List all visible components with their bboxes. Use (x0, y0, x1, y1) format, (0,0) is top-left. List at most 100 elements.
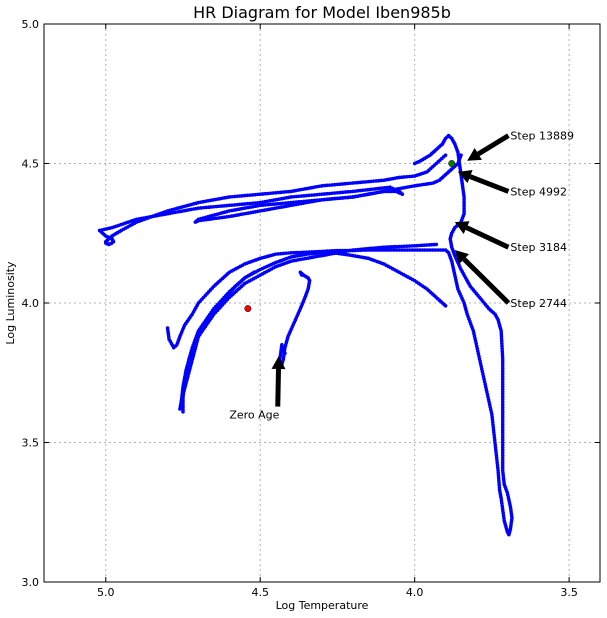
track-point (338, 182, 342, 186)
annotation-arrow-shaft (476, 133, 510, 157)
track-point (500, 400, 505, 404)
track-point (369, 179, 373, 184)
track-point (500, 453, 505, 457)
track-point (353, 247, 358, 252)
track-point (500, 382, 505, 386)
track-point (420, 248, 425, 252)
track-point (500, 377, 505, 381)
track-point (300, 273, 304, 277)
annotation-arrow-shaft (275, 368, 281, 407)
track-point (500, 407, 505, 412)
track-point (407, 174, 412, 179)
track-point (500, 458, 505, 463)
track-point (500, 455, 505, 460)
track-point (320, 250, 324, 255)
track-point (500, 420, 505, 425)
track-point (286, 189, 291, 194)
track-point (381, 248, 386, 252)
track-point (500, 412, 505, 417)
track-point (283, 351, 287, 356)
annotation-label: Step 3184 (510, 241, 567, 254)
track-point (358, 247, 363, 252)
track-point (289, 195, 293, 199)
track-point (268, 191, 273, 196)
track-point (379, 245, 384, 250)
track-point (500, 351, 505, 356)
track-point (384, 245, 389, 249)
y-tick-label: 3.0 (22, 576, 40, 589)
track-point (374, 179, 378, 183)
track-point (500, 405, 505, 409)
track-point (261, 192, 265, 196)
annotation-label: Zero Age (229, 409, 279, 422)
track-point (499, 331, 504, 336)
track-point (379, 248, 384, 252)
track-point (500, 364, 505, 369)
track-point (500, 468, 505, 473)
track-point (500, 379, 505, 384)
track-point (500, 372, 505, 376)
marker-point (448, 160, 456, 167)
track-point (392, 248, 396, 252)
track-point (500, 445, 505, 450)
track-point (315, 192, 319, 197)
track-point (500, 410, 505, 414)
track-point (500, 397, 505, 402)
markers (244, 160, 456, 313)
track-point (500, 415, 505, 419)
track-point (438, 248, 443, 252)
track-point (500, 430, 505, 435)
track-point (294, 250, 299, 255)
track-point (500, 367, 505, 371)
track-point (297, 194, 301, 199)
axis-ticks: 5.0 4.5 4.0 3.5 3.0 3.5 4.0 4.5 5.0 (22, 18, 600, 599)
track-point (281, 201, 286, 206)
track-point (387, 245, 391, 249)
annotations: Zero Age Step 2744 Step 3184 Step 4992 Step … (229, 130, 574, 422)
track-point (227, 203, 232, 208)
x-tick-label: 5.0 (97, 586, 115, 599)
track-point (252, 270, 256, 275)
track-point (500, 369, 505, 374)
track-point (268, 202, 273, 207)
track-point (500, 435, 505, 440)
track-point (410, 244, 414, 248)
track-point (335, 191, 340, 195)
track-point (500, 395, 505, 399)
track-point (196, 206, 201, 210)
track-point (327, 191, 332, 196)
track-point (402, 244, 407, 249)
track-point (500, 428, 505, 432)
track-point (284, 251, 288, 256)
track-point (322, 192, 327, 196)
track-point (322, 197, 327, 202)
track-point (219, 204, 224, 208)
track-point (201, 205, 206, 210)
track-point (400, 244, 404, 249)
track-point (240, 202, 244, 206)
track-point (242, 193, 247, 198)
track-point (400, 175, 404, 180)
track-point (430, 248, 435, 252)
track-point (281, 190, 286, 194)
evolution-track (97, 133, 514, 537)
track-point (433, 248, 438, 252)
annotation-arrow-shaft (469, 174, 510, 194)
annotation-arrow-head (454, 249, 469, 265)
track-point (245, 201, 250, 206)
track-point (500, 443, 505, 447)
track-point (412, 248, 417, 252)
track-point (499, 339, 504, 343)
track-point (340, 196, 345, 200)
annotation-arrow-head (454, 221, 470, 234)
x-tick-label: 3.5 (560, 586, 578, 599)
track-point (356, 180, 360, 185)
track-point (400, 248, 404, 252)
track-point (248, 193, 252, 197)
annotation-label: Step 4992 (510, 185, 567, 198)
track-point (348, 195, 353, 200)
track-point (500, 357, 505, 361)
track-point (500, 448, 505, 452)
track-point (500, 440, 505, 445)
track-point (387, 248, 391, 252)
